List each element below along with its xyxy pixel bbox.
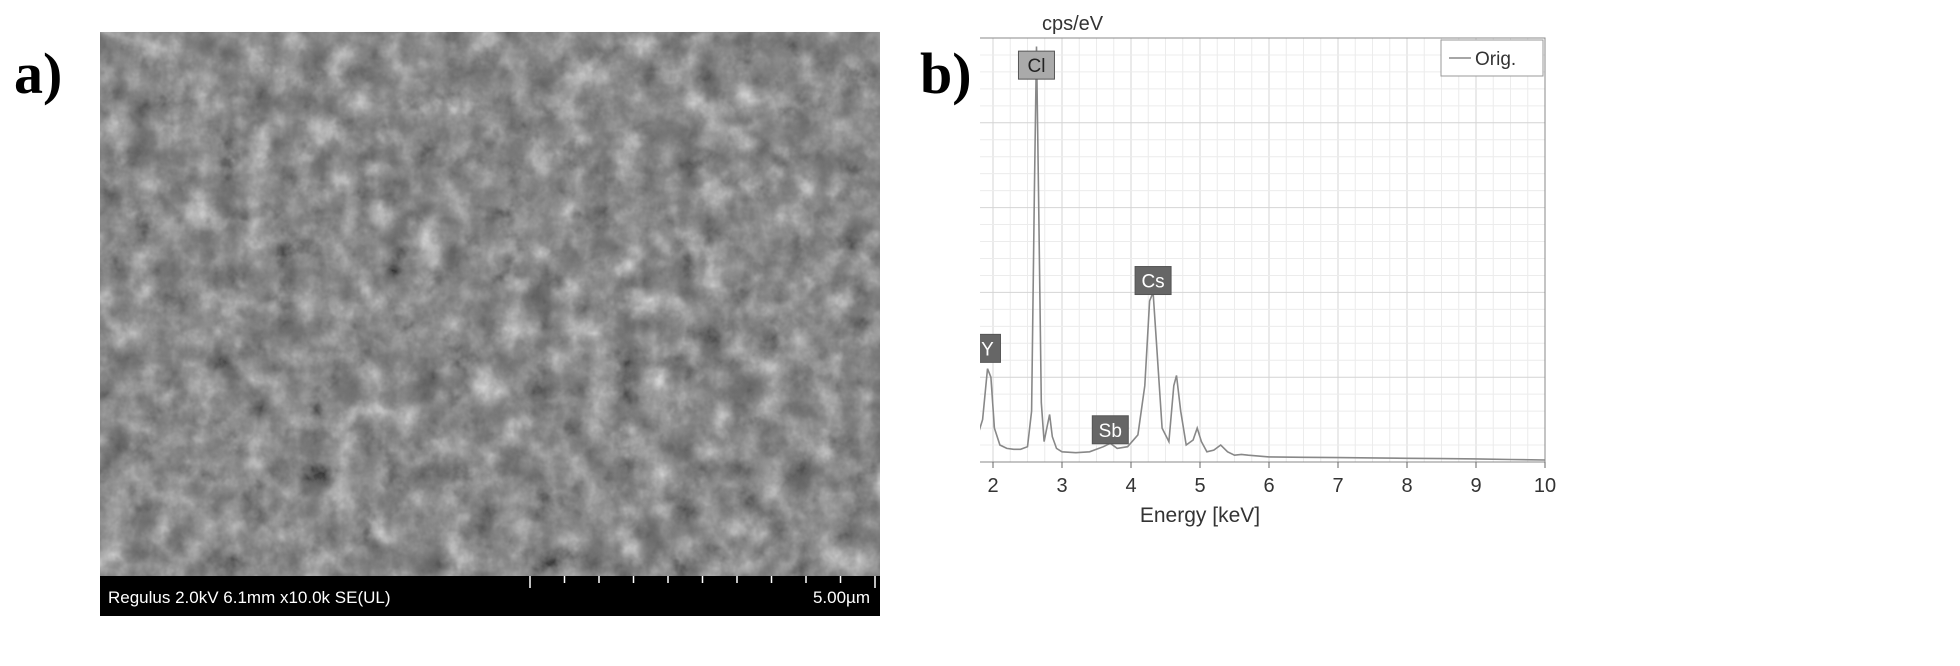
peak-label-text: Cl bbox=[1027, 56, 1045, 77]
series-line bbox=[980, 46, 1546, 461]
y-unit-label: cps/eV bbox=[1042, 13, 1104, 35]
peak-label-box bbox=[1017, 50, 1055, 80]
chart-legend: Orig. bbox=[1440, 39, 1544, 77]
peak-label-box bbox=[1091, 415, 1129, 445]
x-tick-label: 9 bbox=[1470, 475, 1481, 497]
peak-label: Sb bbox=[1091, 415, 1129, 445]
sem-info-bar bbox=[100, 576, 880, 616]
sem-scale-ticks bbox=[529, 576, 876, 588]
x-tick-label: 2 bbox=[987, 475, 998, 497]
peak-label-text: Sb bbox=[1099, 421, 1122, 442]
chart-axes bbox=[980, 37, 1546, 463]
x-tick-label: 10 bbox=[1534, 475, 1556, 497]
peak-label-text: Cs bbox=[1141, 272, 1164, 293]
x-tick-label: 8 bbox=[1401, 475, 1412, 497]
x-tick-label: 6 bbox=[1263, 475, 1274, 497]
chart-grid bbox=[980, 37, 1546, 463]
x-tick-label: 5 bbox=[1194, 475, 1205, 497]
x-tick-label: 7 bbox=[1332, 475, 1343, 497]
sem-scale-bar-label: 5.00µm bbox=[813, 588, 870, 607]
peak-label-text: Y bbox=[981, 339, 994, 360]
panel-a-label: a) bbox=[14, 41, 63, 106]
peak-labels: ClSbCsYClSbCs bbox=[980, 50, 1172, 445]
legend-entry: Orig. bbox=[1475, 49, 1516, 70]
eds-spectrum-chart: 123456789100510152025 ClSbCsYClSbCs Orig… bbox=[980, 13, 1556, 527]
peak-label: Cl bbox=[1017, 50, 1055, 80]
x-axis-label: Energy [keV] bbox=[1140, 504, 1260, 527]
peak-label-box bbox=[980, 333, 1001, 363]
peak-label: Y bbox=[980, 333, 1001, 363]
sem-caption: Regulus 2.0kV 6.1mm x10.0k SE(UL) bbox=[108, 588, 391, 607]
plot-frame bbox=[980, 37, 1546, 463]
sem-micrograph: Regulus 2.0kV 6.1mm x10.0k SE(UL) 5.00µm bbox=[100, 32, 880, 616]
chart-ticks: 123456789100510152025 bbox=[987, 462, 1556, 497]
peak-label-box bbox=[1134, 266, 1172, 296]
chart-series bbox=[980, 46, 1546, 461]
peak-label: Cs bbox=[1134, 266, 1172, 296]
panel-b-label: b) bbox=[920, 41, 972, 106]
x-tick-label: 4 bbox=[1125, 475, 1136, 497]
x-tick-label: 3 bbox=[1056, 475, 1067, 497]
